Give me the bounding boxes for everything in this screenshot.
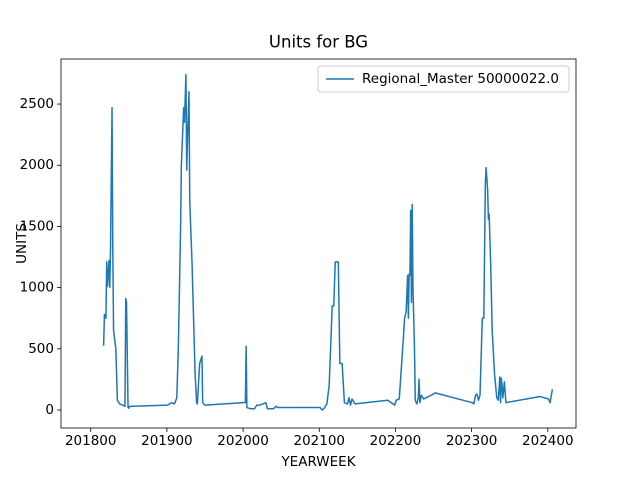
y-tick-label: 1500 <box>20 218 54 234</box>
y-tick-label: 500 <box>28 341 54 357</box>
x-tick-label: 202400 <box>522 433 574 449</box>
y-tick-label: 2000 <box>20 157 54 173</box>
x-tick-label: 202200 <box>370 433 422 449</box>
x-axis-label: YEARWEEK <box>280 454 356 470</box>
x-tick-label: 201800 <box>65 433 117 449</box>
x-tick-label: 202100 <box>293 433 345 449</box>
x-tick-label: 201900 <box>141 433 193 449</box>
y-axis-label: UNITS <box>14 223 30 264</box>
legend-box <box>317 65 570 93</box>
data-line <box>102 73 554 411</box>
y-tick-label: 1000 <box>20 280 54 296</box>
y-tick-label: 2500 <box>20 96 54 112</box>
chart-title: Units for BG <box>269 33 368 52</box>
y-tick-label: 0 <box>45 402 54 418</box>
x-tick-label: 202000 <box>217 433 269 449</box>
x-tick-label: 202300 <box>446 433 498 449</box>
legend-label: Regional_Master 50000022.0 <box>362 71 559 87</box>
plot-frame <box>60 58 577 429</box>
